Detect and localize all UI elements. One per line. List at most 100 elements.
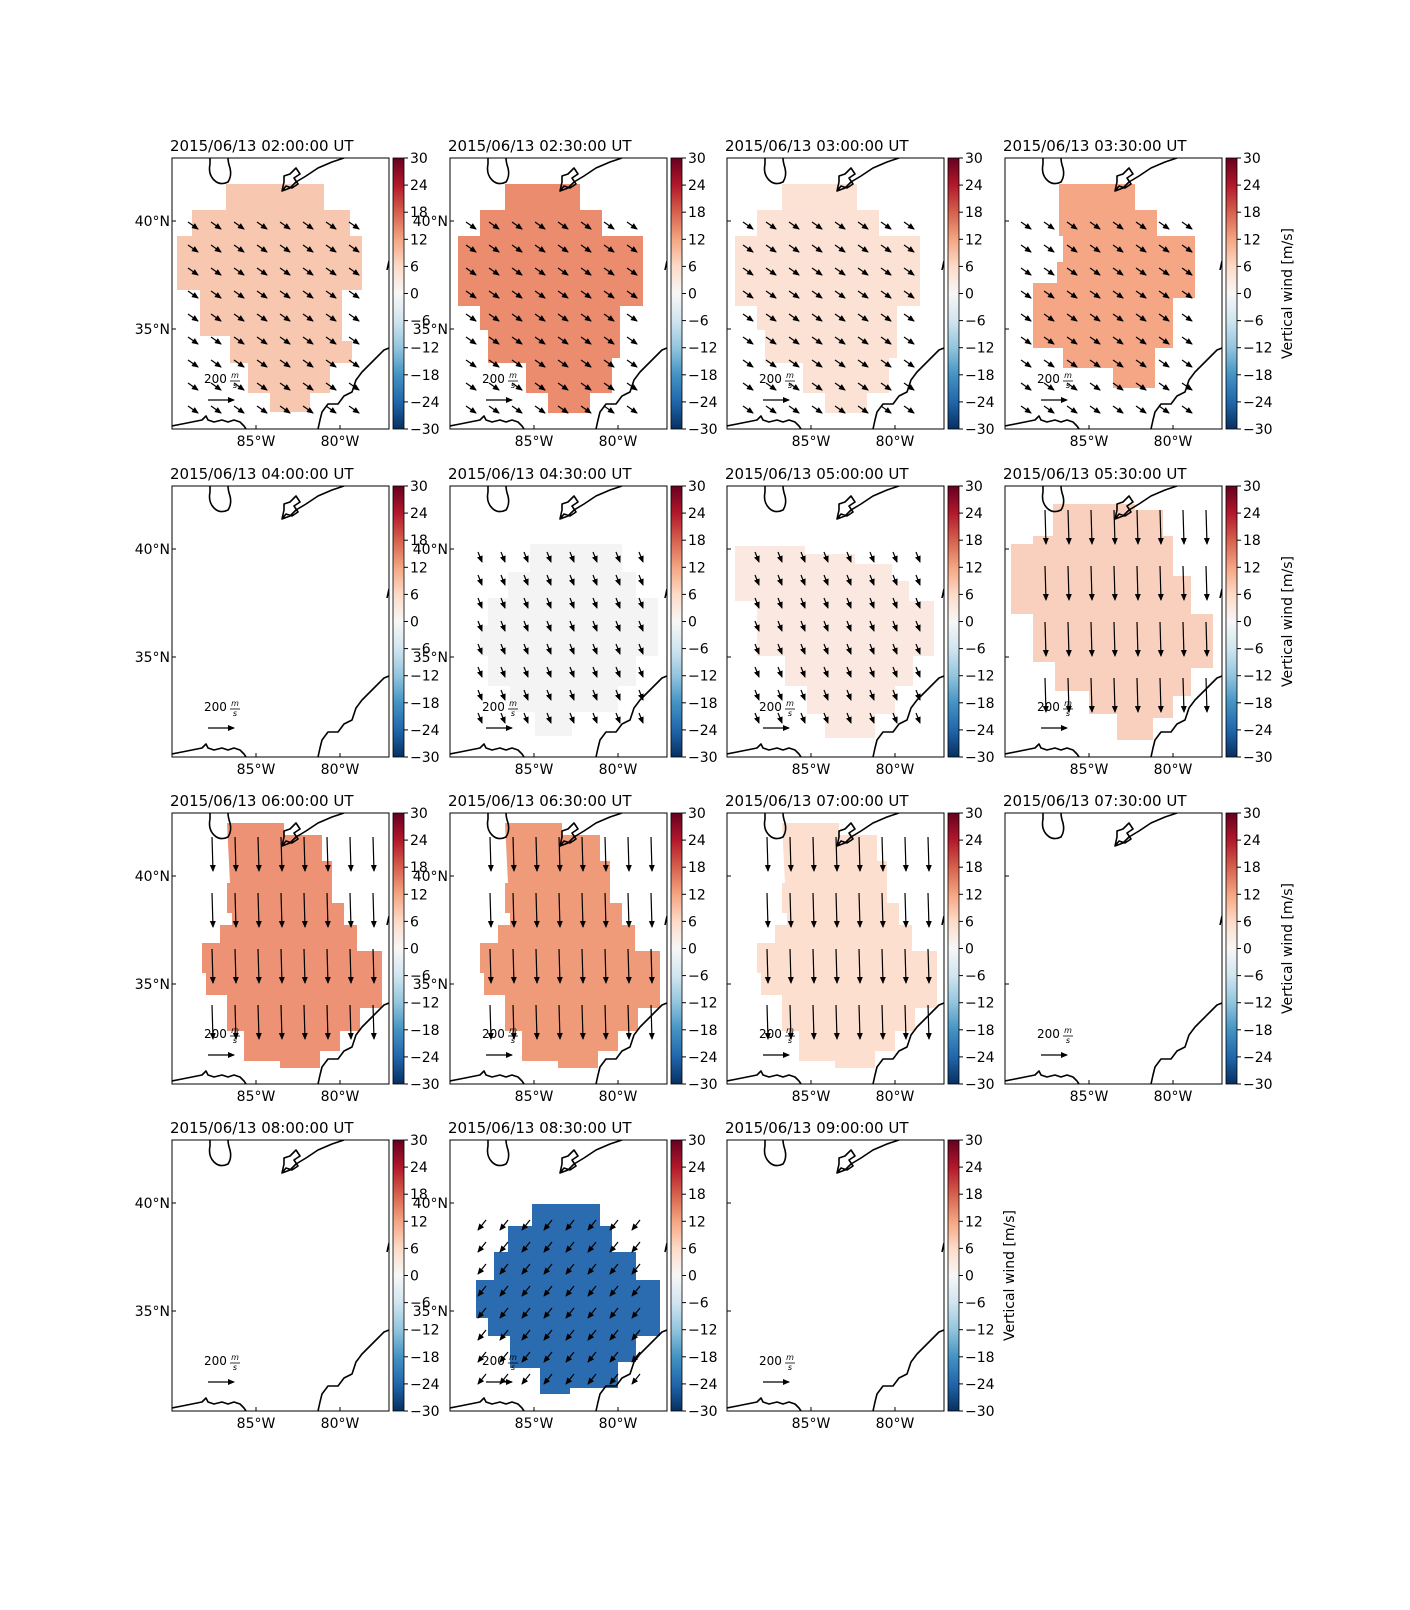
- wind-arrow: [787, 892, 794, 928]
- colorbar-tick-label: 18: [688, 533, 706, 549]
- arrow-key: 200 ms: [1037, 699, 1073, 731]
- wind-arrow: [648, 1004, 655, 1040]
- wind-arrow: [626, 221, 638, 230]
- arrow-key-unit-denominator: s: [233, 1036, 237, 1045]
- wind-arrow: [557, 221, 569, 230]
- colorbar-tick-label: 0: [1243, 615, 1252, 631]
- wind-arrow: [1020, 244, 1032, 253]
- wind-arrow: [348, 313, 360, 322]
- wind-arrow: [625, 892, 632, 928]
- wind-arrow: [1158, 359, 1170, 368]
- lat-label: 35°N: [135, 650, 170, 666]
- wind-arrow: [209, 892, 216, 928]
- wind-arrow: [776, 597, 783, 609]
- wind-arrow: [857, 382, 869, 391]
- arrow-key: 200 ms: [1037, 1026, 1073, 1058]
- colorbar-tick-label: −6: [688, 314, 709, 330]
- colorbar-tick-label: 12: [965, 1214, 983, 1230]
- wind-arrow: [1158, 405, 1170, 414]
- colorbar-tick-label: 18: [1243, 205, 1261, 221]
- wind-arrow: [880, 267, 892, 276]
- wind-arrow: [534, 336, 546, 345]
- wind-arrow: [325, 336, 337, 345]
- colorbar-tick-label: 24: [410, 833, 428, 849]
- panel-content: [172, 486, 389, 757]
- wind-arrow: [1066, 336, 1078, 345]
- wind-arrow: [742, 290, 754, 299]
- wind-arrow: [476, 551, 483, 563]
- wind-arrow: [545, 620, 552, 632]
- lon-label: 85°W: [515, 1416, 554, 1432]
- colorbar-tick-label: 24: [965, 1160, 983, 1176]
- wind-arrow: [614, 689, 621, 701]
- colorbar-tick-label: −18: [1243, 368, 1273, 384]
- colorbar-tick-label: 6: [410, 914, 419, 930]
- lon-label: 80°W: [1154, 1089, 1193, 1105]
- wind-arrow: [834, 290, 846, 299]
- colorbar-tick-label: −30: [410, 1077, 440, 1093]
- wind-arrow: [565, 1351, 575, 1363]
- coastline-lake-michigan: [208, 158, 232, 185]
- coastline-lake-erie: [559, 1140, 623, 1174]
- wind-arrow: [845, 574, 852, 586]
- wind-arrow: [788, 382, 800, 391]
- colorbar-tick-label: 12: [688, 560, 706, 576]
- arrow-key: 200 ms: [1037, 371, 1073, 403]
- wind-arrow: [521, 1373, 531, 1385]
- colorbar-gradient: [1225, 812, 1238, 1085]
- wind-arrow: [256, 359, 268, 368]
- colorbar-tick-label: 0: [688, 287, 697, 303]
- colorbar-tick-label: 6: [965, 587, 974, 603]
- colorbar-gradient: [947, 1139, 960, 1412]
- wind-arrow: [488, 221, 500, 230]
- coastline-lake-michigan: [1041, 486, 1065, 513]
- wind-arrow: [591, 551, 598, 563]
- wind-arrow: [488, 267, 500, 276]
- wind-arrow: [302, 221, 314, 230]
- wind-arrow: [279, 336, 291, 345]
- wind-arrow: [370, 836, 377, 872]
- wind-arrow: [753, 551, 760, 563]
- wind-arrow: [787, 948, 794, 984]
- wind-arrow: [348, 382, 360, 391]
- wind-arrow: [879, 1004, 886, 1040]
- wind-arrow: [1181, 405, 1193, 414]
- wind-vectors: [187, 221, 360, 414]
- arrow-key: 200 ms: [482, 371, 518, 403]
- wind-arrow: [631, 1241, 641, 1253]
- wind-arrow: [209, 1004, 216, 1040]
- coastline-lake-erie: [559, 158, 623, 192]
- wind-arrow: [822, 551, 829, 563]
- wind-arrow: [1181, 382, 1193, 391]
- wind-arrow: [609, 1263, 619, 1275]
- coastline-gulf: [727, 415, 802, 429]
- wind-arrow: [625, 836, 632, 872]
- panel-title: 2015/06/13 04:00:00 UT: [170, 465, 354, 483]
- wind-arrow: [626, 405, 638, 414]
- wind-arrow: [788, 336, 800, 345]
- colorbar-tick-label: −6: [410, 642, 431, 658]
- wind-arrow: [556, 892, 563, 928]
- wind-arrow: [568, 643, 575, 655]
- panel-frame: [1004, 157, 1223, 430]
- colorbar-label: Vertical wind [m/s]: [1280, 556, 1296, 687]
- wind-arrow: [1181, 221, 1193, 230]
- panel-content: [450, 813, 667, 1084]
- colorbar-tick-label: 30: [410, 806, 428, 822]
- wind-arrow: [1157, 509, 1164, 545]
- wind-arrow: [255, 1004, 262, 1040]
- wind-arrow: [1065, 621, 1072, 657]
- wind-arrow: [233, 267, 245, 276]
- vertical-wind-region: [1011, 504, 1213, 740]
- arrow-key-unit-numerator: m: [1064, 1026, 1072, 1035]
- wind-arrow: [210, 244, 222, 253]
- wind-arrow: [565, 1329, 575, 1341]
- colorbar-tick-label: −30: [688, 1404, 718, 1420]
- colorbar-gradient: [392, 812, 405, 1085]
- wind-arrow: [1088, 509, 1095, 545]
- colorbar-tick-label: 0: [410, 287, 419, 303]
- wind-arrow: [764, 836, 771, 872]
- wind-arrow: [302, 405, 314, 414]
- wind-arrow: [1181, 244, 1193, 253]
